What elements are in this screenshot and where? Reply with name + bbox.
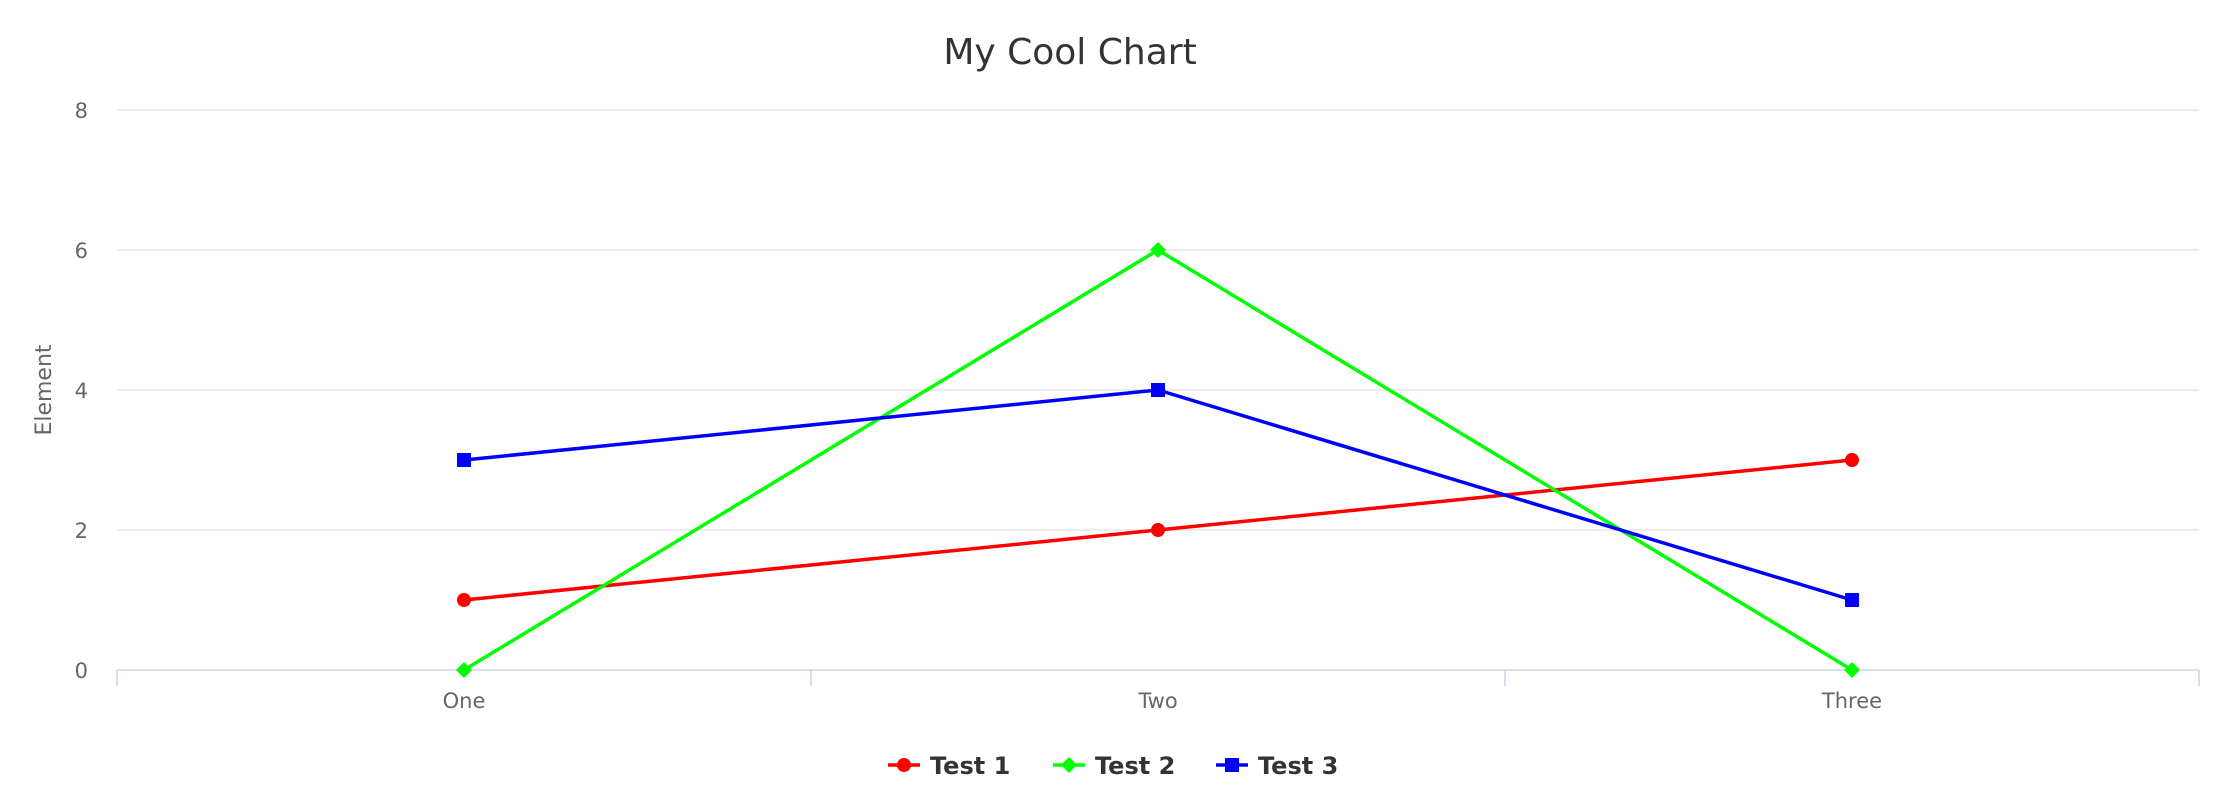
series-line (462, 388, 1854, 602)
data-point (1845, 453, 1859, 467)
y-tick-label: 2 (75, 519, 88, 543)
data-point (1150, 242, 1166, 258)
x-tick-label: Two (1137, 689, 1177, 713)
y-tick-label: 0 (75, 659, 88, 683)
legend-label: Test 3 (1258, 752, 1338, 780)
data-point (457, 453, 471, 467)
legend-marker (1225, 758, 1239, 772)
y-axis-ticks: 0 2 4 6 8 (75, 99, 88, 683)
gridlines (117, 109, 2199, 531)
legend-label: Test 1 (930, 752, 1010, 780)
x-tick-label: Three (1821, 689, 1882, 713)
x-axis-ticks: One Two Three (443, 689, 1882, 713)
series-line (462, 248, 1854, 672)
legend-item-3[interactable]: Test 3 (1216, 752, 1338, 780)
legend-marker (1061, 757, 1077, 773)
chart-title: My Cool Chart (943, 32, 1196, 73)
legend: Test 1 Test 2 Test 3 (888, 752, 1338, 780)
y-axis-title: Element (32, 344, 57, 435)
y-tick-label: 4 (75, 379, 88, 403)
x-tick-label: One (443, 689, 486, 713)
series-1 (457, 453, 1859, 607)
x-axis (116, 669, 2200, 686)
data-point (1845, 593, 1859, 607)
data-point (457, 593, 471, 607)
series-3 (457, 383, 1859, 607)
data-point (456, 662, 472, 678)
legend-item-1[interactable]: Test 1 (888, 752, 1010, 780)
y-tick-label: 6 (75, 239, 88, 263)
legend-marker (897, 758, 911, 772)
series-2 (456, 242, 1860, 678)
y-tick-label: 8 (75, 99, 88, 123)
legend-label: Test 2 (1095, 752, 1175, 780)
series-group (456, 242, 1860, 678)
data-point (1151, 523, 1165, 537)
legend-item-2[interactable]: Test 2 (1053, 752, 1175, 780)
data-point (1151, 383, 1165, 397)
data-point (1844, 662, 1860, 678)
